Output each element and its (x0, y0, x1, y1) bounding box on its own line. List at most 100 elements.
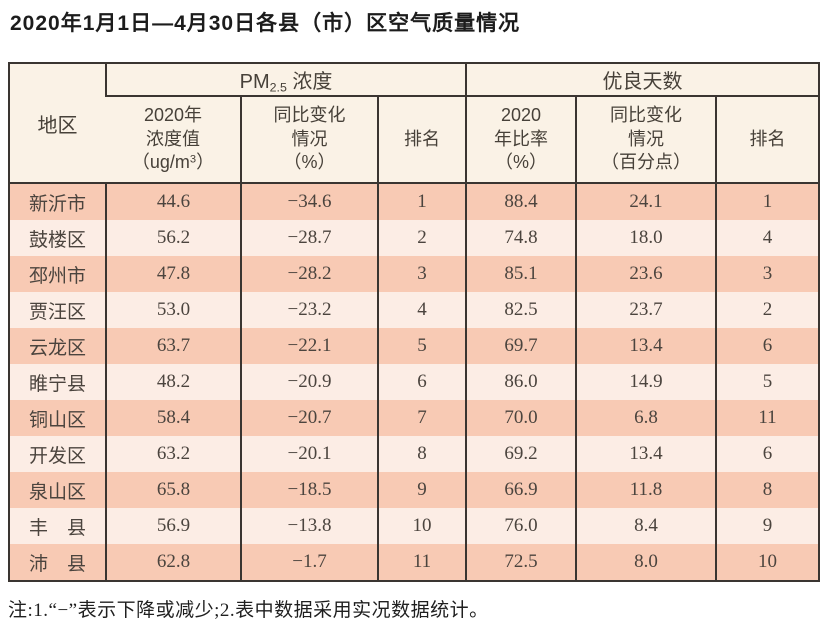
pm-change-cell: −28.7 (240, 220, 378, 256)
good-rank-cell: 11 (715, 400, 820, 436)
good-change-cell: 23.6 (575, 256, 717, 292)
table-row: 云龙区 63.7 −22.1 5 69.7 13.4 6 (9, 328, 820, 364)
good-ratio-cell: 69.2 (465, 436, 577, 472)
pm-change-cell: −1.7 (240, 544, 378, 581)
good-ratio-cell: 74.8 (465, 220, 577, 256)
pm-value-cell: 44.6 (105, 183, 241, 220)
pm-value-line1: 2020年 (143, 104, 203, 125)
pm-value-cell: 62.8 (105, 544, 241, 581)
good-change-cell: 24.1 (575, 183, 717, 220)
column-group-good-days: 优良天数 (465, 63, 820, 97)
table-row: 铜山区 58.4 −20.7 7 70.0 6.8 11 (9, 400, 820, 436)
good-change-cell: 23.7 (575, 292, 717, 328)
pm-value-cell: 53.0 (105, 292, 241, 328)
pm-rank-cell: 9 (376, 472, 467, 508)
good-ratio-cell: 69.7 (465, 328, 577, 364)
column-group-pm25: PM2.5 浓度 (104, 63, 467, 97)
table-row: 邳州市 47.8 −28.2 3 85.1 23.6 3 (9, 256, 820, 292)
column-header-good-ratio: 2020 年比率 （%） (465, 96, 577, 184)
good-rank-cell: 8 (715, 472, 820, 508)
good-change-cell: 6.8 (575, 400, 717, 436)
pm-value-unit: （ug/m3） (131, 152, 215, 173)
good-ratio-cell: 66.9 (465, 472, 577, 508)
good-ratio-cell: 76.0 (465, 508, 577, 544)
good-rank-cell: 2 (715, 292, 820, 328)
pm-change-cell: −18.5 (240, 472, 378, 508)
good-change-cell: 18.0 (575, 220, 717, 256)
footnote: 注:1.“−”表示下降或减少;2.表中数据采用实况数据统计。 (8, 600, 489, 620)
pm-change-cell: −20.7 (240, 400, 378, 436)
region-cell: 泉山区 (9, 472, 106, 508)
column-header-good-rank: 排名 (715, 96, 820, 184)
good-rank-cell: 3 (715, 256, 820, 292)
pm-rank-cell: 5 (376, 328, 467, 364)
pm-value-cell: 58.4 (105, 400, 241, 436)
pm-rank-cell: 11 (376, 544, 467, 581)
pm-label-suffix: 浓度 (286, 70, 333, 93)
good-rank-cell: 1 (715, 183, 820, 220)
region-cell: 新沂市 (9, 183, 106, 220)
table-body: 新沂市 44.6 −34.6 1 88.4 24.1 1 鼓楼区 56.2 −28.7 2 74.8 1… (9, 183, 820, 581)
pm-change-cell: −20.1 (240, 436, 378, 472)
table-row: 泉山区 65.8 −18.5 9 66.9 11.8 8 (9, 472, 820, 508)
pm-change-cell: −13.8 (240, 508, 378, 544)
pm-value-line2: 浓度值 (146, 128, 200, 149)
table-row: 丰 县 56.9 −13.8 10 76.0 8.4 9 (9, 508, 820, 544)
pm-change-cell: −20.9 (240, 364, 378, 400)
pm-value-cell: 56.9 (105, 508, 241, 544)
good-rank-cell: 5 (715, 364, 820, 400)
region-cell: 丰 县 (9, 508, 106, 544)
region-cell: 铜山区 (9, 400, 106, 436)
pm-change-cell: −34.6 (240, 183, 378, 220)
region-cell: 鼓楼区 (9, 220, 106, 256)
page-title: 2020年1月1日—4月30日各县（市）区空气质量情况 (10, 12, 521, 35)
air-quality-table: 地区 PM2.5 浓度 优良天数 2020年 浓度值 （ug/m3） 同比变化 … (8, 62, 821, 582)
region-cell: 开发区 (9, 436, 106, 472)
column-header-pm-change: 同比变化 情况 （%） (240, 96, 378, 184)
column-header-region: 地区 (9, 63, 106, 184)
pm-value-cell: 56.2 (105, 220, 241, 256)
good-rank-cell: 4 (715, 220, 820, 256)
good-ratio-cell: 86.0 (465, 364, 577, 400)
good-ratio-cell: 72.5 (465, 544, 577, 581)
pm-label-prefix: PM (239, 70, 270, 93)
pm-change-cell: −28.2 (240, 256, 378, 292)
pm-rank-cell: 4 (376, 292, 467, 328)
good-rank-cell: 6 (715, 436, 820, 472)
pm-rank-cell: 7 (376, 400, 467, 436)
region-cell: 邳州市 (9, 256, 106, 292)
sub-header-row: 2020年 浓度值 （ug/m3） 同比变化 情况 （%） 排名 2020 年比… (9, 96, 820, 184)
good-ratio-cell: 85.1 (465, 256, 577, 292)
table-header: 地区 PM2.5 浓度 优良天数 2020年 浓度值 （ug/m3） 同比变化 … (9, 63, 820, 184)
good-rank-cell: 6 (715, 328, 820, 364)
unit-superscript: 3 (189, 153, 197, 166)
pm-rank-cell: 2 (376, 220, 467, 256)
region-cell: 云龙区 (9, 328, 106, 364)
pm-rank-cell: 6 (376, 364, 467, 400)
good-change-cell: 11.8 (575, 472, 717, 508)
table-row: 贾汪区 53.0 −23.2 4 82.5 23.7 2 (9, 292, 820, 328)
good-ratio-cell: 88.4 (465, 183, 577, 220)
table-row: 鼓楼区 56.2 −28.7 2 74.8 18.0 4 (9, 220, 820, 256)
pm-value-cell: 47.8 (105, 256, 241, 292)
region-cell: 睢宁县 (9, 364, 106, 400)
good-change-cell: 13.4 (575, 436, 717, 472)
pm-value-cell: 63.2 (105, 436, 241, 472)
pm-change-cell: −23.2 (240, 292, 378, 328)
table-row: 开发区 63.2 −20.1 8 69.2 13.4 6 (9, 436, 820, 472)
good-change-cell: 14.9 (575, 364, 717, 400)
good-change-cell: 13.4 (575, 328, 717, 364)
good-rank-cell: 10 (715, 544, 820, 581)
good-ratio-cell: 70.0 (465, 400, 577, 436)
pm-rank-cell: 3 (376, 256, 467, 292)
good-change-cell: 8.4 (575, 508, 717, 544)
column-header-pm-value: 2020年 浓度值 （ug/m3） (106, 96, 241, 184)
group-header-row: 地区 PM2.5 浓度 优良天数 (9, 63, 820, 184)
region-cell: 沛 县 (9, 544, 106, 581)
pm-change-cell: −22.1 (240, 328, 378, 364)
pm-value-cell: 48.2 (105, 364, 241, 400)
pm-rank-cell: 8 (376, 436, 467, 472)
pm-label-subscript: 2.5 (269, 80, 287, 95)
good-rank-cell: 9 (715, 508, 820, 544)
